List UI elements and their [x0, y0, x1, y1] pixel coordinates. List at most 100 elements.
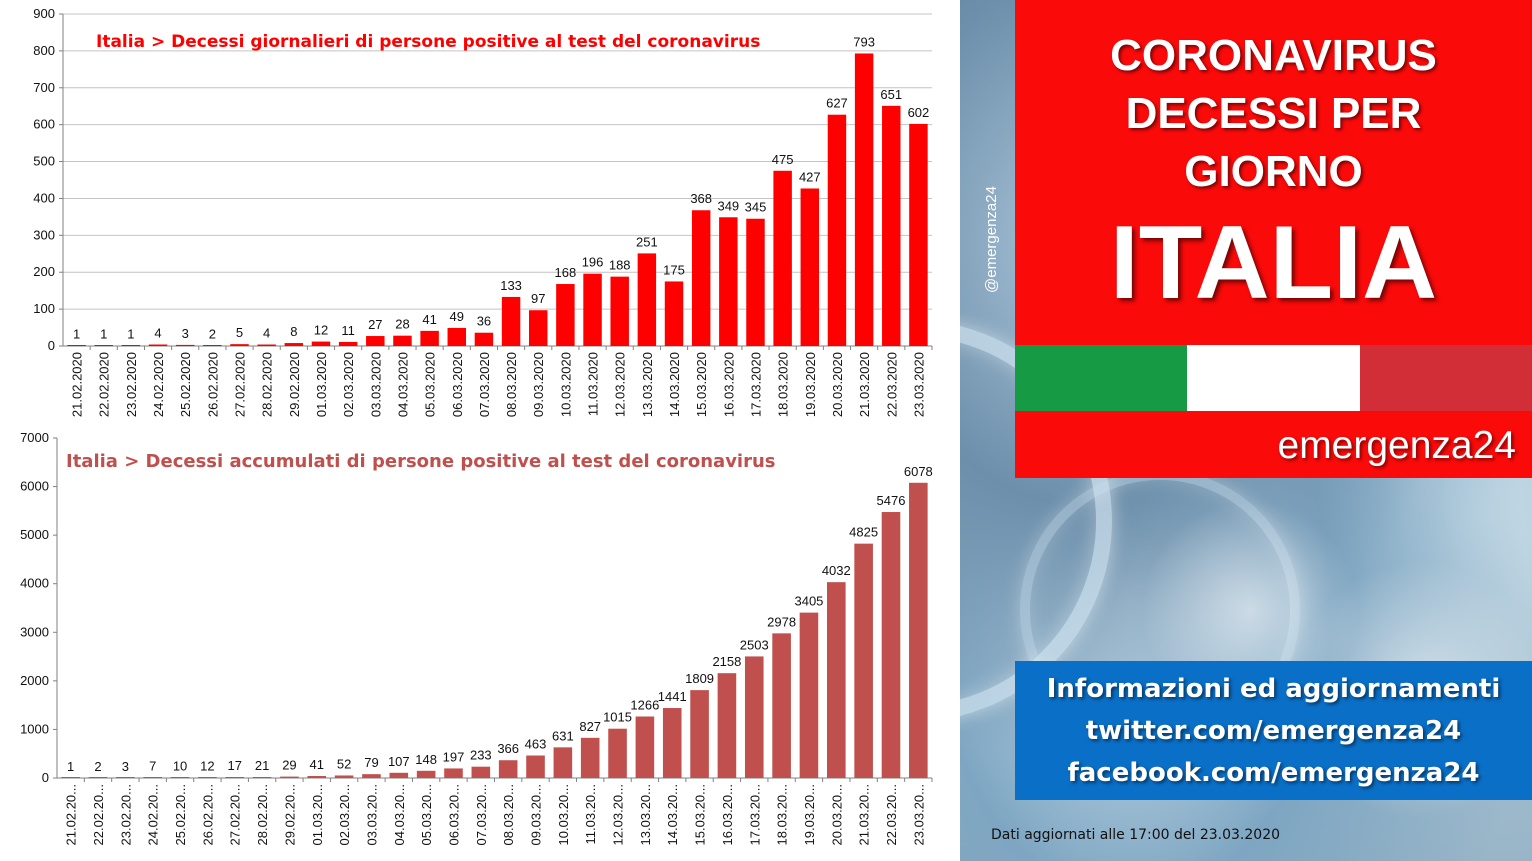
bar	[170, 777, 190, 778]
x-tick-label: 20.03.2020	[830, 352, 845, 417]
data-label: 627	[826, 96, 848, 111]
data-label: 196	[582, 255, 604, 270]
y-tick-label: 4000	[20, 576, 49, 591]
data-label: 41	[310, 757, 324, 772]
x-tick-label: 14.03.20...	[665, 784, 680, 845]
data-label: 4	[154, 326, 161, 341]
x-tick-label: 25.02.20...	[173, 784, 188, 845]
bar	[447, 327, 466, 346]
bar	[225, 777, 245, 778]
bar	[498, 760, 518, 778]
bar	[580, 737, 600, 778]
data-label: 3	[182, 326, 189, 341]
data-label: 107	[388, 754, 410, 769]
facebook-link[interactable]: facebook.com/emergenza24	[1067, 758, 1480, 788]
data-label: 1015	[603, 710, 632, 725]
data-label: 28	[395, 317, 409, 332]
data-label: 233	[470, 748, 492, 763]
y-tick-label: 6000	[20, 479, 49, 494]
bar	[746, 218, 765, 346]
data-label: 2	[209, 326, 216, 341]
data-label: 148	[415, 752, 437, 767]
bar	[61, 777, 80, 778]
bar	[257, 344, 276, 346]
y-tick-label: 0	[48, 338, 55, 353]
bar	[280, 776, 299, 778]
bar	[882, 105, 901, 346]
data-label: 12	[314, 323, 328, 338]
bar	[362, 774, 381, 778]
data-label: 175	[663, 262, 685, 277]
x-tick-label: 10.03.2020	[558, 352, 573, 417]
bar	[556, 284, 575, 346]
data-label: 21	[255, 758, 269, 773]
bar	[773, 170, 792, 346]
data-label: 197	[443, 749, 465, 764]
bar	[719, 217, 738, 346]
x-tick-label: 16.03.20...	[720, 784, 735, 845]
x-tick-label: 24.02.2020	[151, 352, 166, 417]
data-label: 49	[450, 309, 464, 324]
info-line: Informazioni ed aggiornamenti	[1046, 674, 1501, 704]
data-label: 651	[880, 87, 902, 102]
x-tick-label: 28.02.2020	[260, 352, 275, 417]
x-tick-label: 13.03.20...	[638, 784, 653, 845]
x-tick-label: 02.03.2020	[341, 352, 356, 417]
data-label: 427	[799, 169, 821, 184]
x-tick-label: 23.02.2020	[124, 352, 139, 417]
data-label: 29	[282, 758, 296, 773]
x-tick-label: 03.03.2020	[368, 352, 383, 417]
brand-name: emergenza24	[1277, 424, 1517, 467]
x-tick-label: 19.03.20...	[802, 784, 817, 845]
bar	[744, 656, 764, 778]
x-tick-label: 23.03.20...	[911, 784, 926, 845]
bar	[444, 768, 463, 778]
bar	[94, 345, 113, 346]
data-label: 36	[477, 314, 491, 329]
x-tick-label: 01.03.20...	[310, 784, 325, 845]
x-tick-label: 28.02.20...	[255, 784, 270, 845]
x-tick-label: 21.03.20...	[857, 784, 872, 845]
x-tick-label: 06.03.2020	[450, 352, 465, 417]
data-label: 602	[908, 105, 930, 120]
bar	[175, 344, 195, 346]
x-tick-label: 25.02.2020	[178, 352, 193, 417]
x-tick-label: 05.03.2020	[423, 352, 438, 417]
bar	[88, 777, 108, 778]
bar	[230, 344, 249, 346]
x-tick-label: 20.03.20...	[829, 784, 844, 845]
data-label: 2158	[712, 654, 741, 669]
data-label: 41	[422, 312, 436, 327]
data-label: 5	[236, 325, 243, 340]
data-label: 1441	[658, 689, 687, 704]
x-tick-label: 09.03.20...	[529, 784, 544, 845]
bar	[203, 345, 222, 346]
data-label: 349	[717, 198, 739, 213]
data-label: 6078	[904, 464, 933, 479]
x-tick-label: 08.03.20...	[501, 784, 516, 845]
bar	[635, 716, 655, 778]
data-label: 1	[127, 327, 134, 342]
x-tick-label: 12.03.20...	[611, 784, 626, 845]
x-tick-label: 07.03.2020	[477, 352, 492, 417]
chart-title: Italia > Decessi accumulati di persone p…	[66, 451, 776, 472]
vertical-handle: @emergenza24	[983, 186, 1000, 293]
y-tick-label: 900	[33, 6, 55, 21]
data-label: 366	[497, 741, 519, 756]
y-tick-label: 100	[33, 301, 55, 316]
x-tick-label: 05.03.20...	[419, 784, 434, 845]
x-tick-label: 23.02.20...	[118, 784, 133, 845]
y-tick-label: 800	[33, 43, 55, 58]
bar	[334, 775, 354, 778]
x-tick-label: 19.03.2020	[803, 352, 818, 417]
data-label: 463	[525, 737, 547, 752]
x-tick-label: 18.03.2020	[776, 352, 791, 417]
twitter-link[interactable]: twitter.com/emergenza24	[1085, 716, 1462, 746]
data-label: 2	[94, 759, 101, 774]
x-tick-label: 23.03.2020	[911, 352, 926, 417]
bar	[827, 114, 847, 346]
x-tick-label: 02.03.20...	[337, 784, 352, 845]
x-tick-label: 04.03.2020	[395, 352, 410, 417]
data-label: 7	[149, 759, 156, 774]
y-tick-label: 1000	[20, 721, 49, 736]
